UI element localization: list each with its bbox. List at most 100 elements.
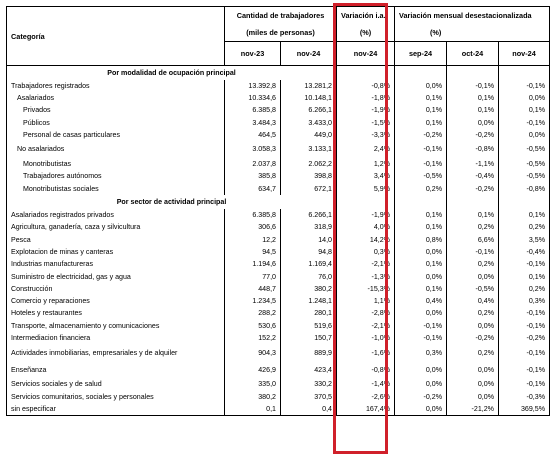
section-empty-cell	[446, 194, 499, 209]
value-cell: 0,0%	[497, 91, 551, 105]
value-cell: 904,3	[224, 344, 281, 362]
table-row: Suministro de electricidad, gas y agua 77…	[6, 270, 551, 283]
row-label: Actividades inmobiliarias, empresariales…	[6, 344, 225, 362]
table-row: Explotacion de minas y canteras 94,5 94,8 0…	[6, 245, 551, 259]
value-cell: 0,2%	[446, 221, 499, 234]
value-cell: -0,1%	[497, 319, 551, 332]
value-cell: 10.148,1	[280, 91, 337, 105]
section-row: Por sector de actividad principal	[6, 194, 551, 209]
value-cell: -1,3%	[336, 270, 395, 283]
section-empty-cell	[497, 65, 551, 80]
row-label: Agricultura, ganadería, caza y silvicult…	[6, 221, 225, 234]
value-cell: 0,4%	[446, 294, 499, 308]
table-row: Monotributistas sociales 634,7 672,1 5,9% 0,…	[6, 182, 551, 195]
value-cell: -0,2%	[394, 390, 447, 403]
table-row: Privados 6.385,8 6.266,1 -1,9% 0,1% 0,1% 0,1%	[6, 104, 551, 117]
value-cell: -0,1%	[497, 258, 551, 271]
value-cell: 13.281,2	[280, 79, 337, 92]
value-cell: 335,0	[224, 378, 281, 391]
value-cell: -0,5%	[497, 170, 551, 183]
value-cell: 519,6	[280, 319, 337, 332]
value-cell: -0,1%	[446, 245, 499, 259]
value-cell: -0,1%	[497, 116, 551, 129]
row-label: Comercio y reparaciones	[6, 294, 225, 308]
section-empty-cell	[394, 194, 447, 209]
table-row: Hoteles y restaurantes 288,2 280,1 -2,8% 0,0…	[6, 307, 551, 320]
table-row: Monotributistas 2.037,8 2.062,2 1,2% -0,1% -1…	[6, 157, 551, 171]
value-cell: 0,0%	[394, 79, 447, 92]
table-row: Públicos 3.484,3 3.433,0 -1,5% 0,1% 0,0% -0,1%	[6, 116, 551, 129]
value-cell: 0,1%	[394, 104, 447, 117]
value-cell: 6,6%	[446, 233, 499, 246]
row-label: Personal de casas particulares	[6, 128, 225, 141]
value-cell: -0,8%	[446, 140, 499, 158]
workers-group-title: Cantidad de trabajadores	[224, 6, 337, 25]
row-label: No asalariados	[6, 140, 225, 158]
value-cell: 398,8	[280, 170, 337, 183]
value-cell: 2.037,8	[224, 157, 281, 171]
value-cell: -1,8%	[336, 91, 395, 105]
value-cell: 448,7	[224, 282, 281, 295]
value-cell: -1,9%	[336, 104, 395, 117]
value-cell: -0,2%	[446, 331, 499, 345]
value-cell: 0,2%	[446, 344, 499, 362]
value-cell: 0,0%	[394, 270, 447, 283]
table-row: Industrias manufactureras 1.194,6 1.169,4-…	[6, 258, 551, 271]
workers-group-subtitle: (miles de personas)	[224, 24, 337, 42]
table-row: Agricultura, ganadería, caza y silvicult…	[6, 221, 551, 234]
value-cell: -21,2%	[446, 402, 499, 416]
row-label: Trabajadores autónomos	[6, 170, 225, 183]
value-cell: -0,5%	[446, 282, 499, 295]
value-cell: 0,3%	[336, 245, 395, 259]
value-cell: 426,9	[224, 361, 281, 379]
row-label: Públicos	[6, 116, 225, 129]
value-cell: 167,4%	[336, 402, 395, 416]
value-cell: 0,2%	[394, 182, 447, 195]
value-cell: 0,0%	[497, 128, 551, 141]
table-row: Actividades inmobiliarias, empresariales…	[6, 344, 551, 362]
table-row: No asalariados 3.058,3 3.133,1 2,4% -0,1% -0,…	[6, 140, 551, 158]
value-cell: 449,0	[280, 128, 337, 141]
section-label: Por modalidad de ocupación principal	[6, 65, 337, 80]
value-cell: -1,1%	[446, 157, 499, 171]
value-cell: 1.194,6	[224, 258, 281, 271]
section-empty-cell	[446, 65, 499, 80]
col-header-sep24: sep-24	[394, 41, 447, 66]
table-row: Servicios comunitarios, sociales y perso…	[6, 390, 551, 403]
value-cell: 380,2	[224, 390, 281, 403]
value-cell: 77,0	[224, 270, 281, 283]
value-cell: 3.058,3	[224, 140, 281, 158]
row-label: Construcción	[6, 282, 225, 295]
table-row: Asalariados registrados privados 6.385,8 6…	[6, 208, 551, 222]
value-cell: 1.234,5	[224, 294, 281, 308]
category-header: Categoría	[6, 6, 225, 66]
value-cell: 13.392,8	[224, 79, 281, 92]
value-cell: 330,2	[280, 378, 337, 391]
value-cell: 280,1	[280, 307, 337, 320]
row-label: Asalariados	[6, 91, 225, 105]
value-cell: -0,2%	[497, 331, 551, 345]
value-cell: 12,2	[224, 233, 281, 246]
section-empty-cell	[497, 194, 551, 209]
value-cell: 0,1%	[394, 116, 447, 129]
value-cell: 4,0%	[336, 221, 395, 234]
table-row: Pesca 12,2 14,0 14,2% 0,8% 6,6% 3,5%	[6, 233, 551, 246]
value-cell: -0,5%	[497, 140, 551, 158]
value-cell: 0,0%	[446, 390, 499, 403]
value-cell: 94,8	[280, 245, 337, 259]
value-cell: 634,7	[224, 182, 281, 195]
value-cell: 0,0%	[446, 116, 499, 129]
value-cell: -0,5%	[497, 157, 551, 171]
value-cell: 0,0%	[394, 245, 447, 259]
row-label: Hoteles y restaurantes	[6, 307, 225, 320]
value-cell: -1,4%	[336, 378, 395, 391]
table-row: Enseñanza 426,9 423,4 -0,8% 0,0% 0,0% -0,1%	[6, 361, 551, 379]
value-cell: 6.266,1	[280, 104, 337, 117]
table-row: sin especificar 0,1 0,4 167,4% 0,0% -21,2% 369…	[6, 402, 551, 416]
value-cell: -0,3%	[497, 390, 551, 403]
value-cell: 2.062,2	[280, 157, 337, 171]
value-cell: -0,2%	[446, 182, 499, 195]
table-row: Trabajadores registrados 13.392,8 13.281,2…	[6, 79, 551, 92]
section-label: Por sector de actividad principal	[6, 194, 337, 209]
row-label: Servicios sociales y de salud	[6, 378, 225, 391]
